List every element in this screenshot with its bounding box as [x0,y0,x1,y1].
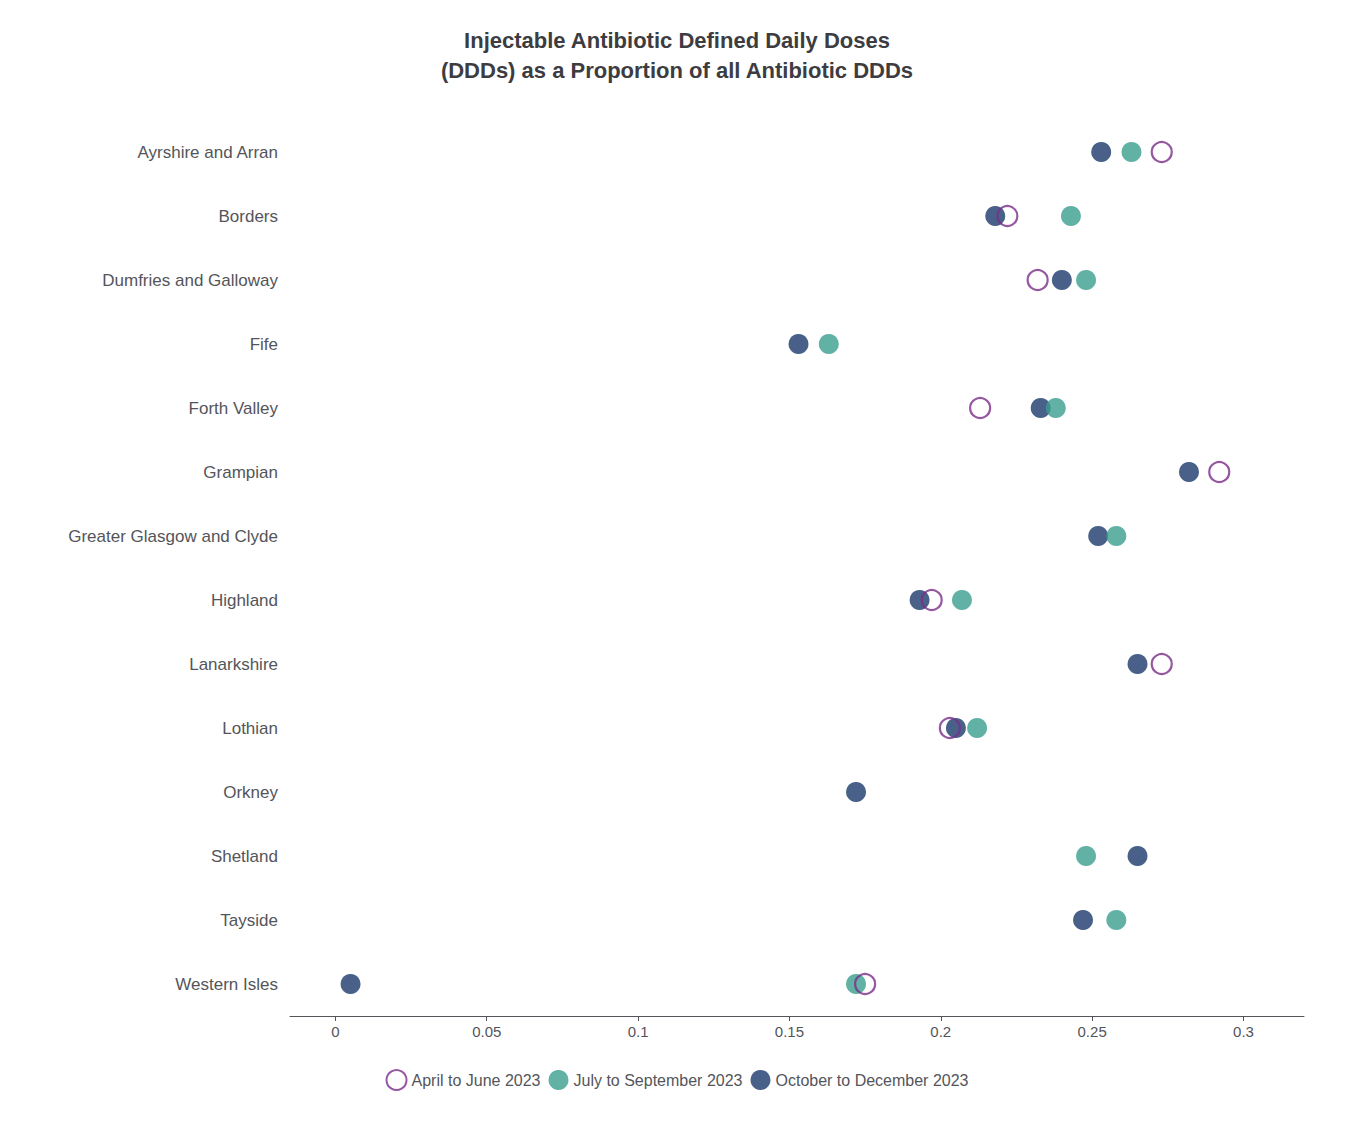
svg-text:0.25: 0.25 [1078,1023,1107,1040]
svg-text:October to December 2023: October to December 2023 [775,1072,968,1089]
svg-text:April to June 2023: April to June 2023 [412,1072,541,1089]
svg-text:Borders: Borders [218,207,278,226]
svg-text:(DDDs) as a Proportion of all: (DDDs) as a Proportion of all Antibiotic… [441,58,913,83]
svg-text:0.2: 0.2 [930,1023,951,1040]
svg-text:0: 0 [331,1023,339,1040]
svg-text:Dumfries and Galloway: Dumfries and Galloway [102,271,278,290]
svg-text:0.15: 0.15 [775,1023,804,1040]
svg-text:Tayside: Tayside [220,911,278,930]
svg-text:Lothian: Lothian [222,719,278,738]
svg-text:Western Isles: Western Isles [175,975,278,994]
svg-text:0.05: 0.05 [472,1023,501,1040]
svg-text:Injectable Antibiotic Defined: Injectable Antibiotic Defined Daily Dose… [464,28,890,53]
svg-text:Forth Valley: Forth Valley [189,399,279,418]
svg-text:July to September 2023: July to September 2023 [573,1072,742,1089]
svg-text:Lanarkshire: Lanarkshire [189,655,278,674]
svg-text:Orkney: Orkney [223,783,278,802]
svg-text:Fife: Fife [250,335,278,354]
svg-text:Ayrshire and Arran: Ayrshire and Arran [138,143,278,162]
svg-text:Shetland: Shetland [211,847,278,866]
svg-text:Grampian: Grampian [203,463,278,482]
svg-text:Highland: Highland [211,591,278,610]
svg-text:0.1: 0.1 [628,1023,649,1040]
svg-text:Greater Glasgow and Clyde: Greater Glasgow and Clyde [68,527,278,546]
svg-text:0.3: 0.3 [1233,1023,1254,1040]
